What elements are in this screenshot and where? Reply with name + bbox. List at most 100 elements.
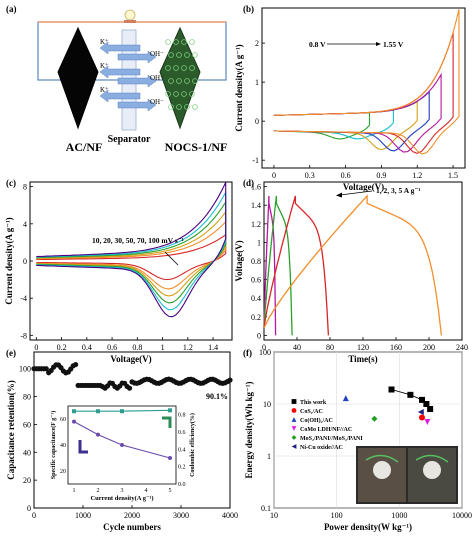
- x-tick-label: 3000: [173, 511, 189, 520]
- x-tick-label: 0.6: [341, 171, 351, 180]
- y-tick-label: 0.6: [251, 276, 261, 285]
- nanostructure-dot: [173, 39, 179, 45]
- retention-point: [126, 385, 133, 391]
- x-tick-label: 1000: [391, 511, 407, 520]
- panel-f: (f) 10 100 1000 10000 0.1 1 10 100 Power density(…: [243, 348, 472, 532]
- legend-marker: [291, 444, 297, 449]
- nanostructure-dot: [189, 65, 195, 71]
- x-tick-label: 0.2: [57, 343, 67, 352]
- device-wire-left: [365, 454, 399, 463]
- comparison-point: [424, 419, 431, 426]
- x-tick-label: 1.2: [183, 343, 193, 352]
- inset-capacitance-point: [120, 443, 124, 447]
- y-tick-label: 1.4: [251, 201, 261, 210]
- inset-efficiency-point: [72, 409, 76, 414]
- window-end-label: 1.55 V: [383, 40, 404, 49]
- y-tick-label: 0.1: [261, 504, 271, 513]
- legend-label: Ni-Cu oxide//AC: [300, 445, 343, 451]
- panel-e: (e) 0 1000 2000 3000 4000 0 20 40 60 80 100 Cycle nu…: [6, 348, 238, 532]
- cation-arrow: [99, 65, 141, 79]
- cation-arrow: [99, 89, 141, 103]
- panel-letter: (b): [243, 4, 254, 14]
- nanostructure-dot: [165, 65, 171, 71]
- this-work-point: [407, 391, 414, 398]
- comparison-point: [342, 395, 349, 402]
- inset-efficiency-point: [120, 409, 124, 414]
- gcd-curve-3: [263, 194, 443, 336]
- cv-curve-5: [273, 32, 454, 154]
- y-tick-label: 80: [23, 393, 31, 402]
- device-disk-left: [373, 461, 391, 479]
- inset-y-tick-label: 60: [60, 417, 66, 423]
- x-tick-label: 0.9: [376, 171, 386, 180]
- legend-marker: [291, 399, 297, 404]
- y-axis-label: Capacitance retention(%): [6, 380, 16, 480]
- x-tick-label: 10: [270, 511, 278, 520]
- cation-arrow: [99, 41, 141, 55]
- device-disk-right: [423, 461, 441, 479]
- x-axis-label: Cycle numbers: [103, 522, 161, 532]
- retention-point: [43, 366, 49, 372]
- panel-letter: (e): [6, 348, 16, 358]
- ac-electrode: [57, 26, 99, 130]
- y-tick-label: 0: [27, 504, 31, 513]
- x-tick-label: 0.6: [107, 343, 117, 352]
- legend-marker: [291, 426, 297, 431]
- y-tick-label: 1.2: [251, 220, 261, 229]
- y-tick-label: 100: [259, 348, 271, 357]
- inset-right-tick-label: 0.4: [178, 447, 186, 453]
- legend-marker: [291, 408, 297, 413]
- panel-b: (b) 0 0.3 0.6 0.9 1.2 1.5 -1 0 1 2 Voltage(V) Curren…: [234, 4, 466, 192]
- window-start-label: 0.8 V: [309, 40, 326, 49]
- y-tick-label: 1.6: [251, 183, 261, 192]
- legend-label: CoS₂/AC: [300, 409, 323, 415]
- x-tick-label: 200: [423, 343, 435, 352]
- y-tick-label: 0: [257, 331, 261, 340]
- y-tick-label: 1: [257, 238, 261, 247]
- x-tick-label: 0: [32, 511, 36, 520]
- cation-label: K⁺: [100, 62, 109, 70]
- nanostructure-dot: [181, 65, 187, 71]
- y-tick-label: -1: [252, 156, 259, 165]
- nanostructure-dot: [168, 104, 174, 110]
- x-tick-label: 1.4: [208, 343, 218, 352]
- x-tick-label: 0.8: [132, 343, 142, 352]
- inset-right-tick-label: 0.8: [178, 413, 186, 419]
- inset-x-tick-label: 4: [145, 488, 148, 494]
- nanostructure-dot: [168, 78, 174, 84]
- legend-label: CoMo LDH/NF//AC: [300, 427, 352, 433]
- anion-label: OH⁻: [150, 98, 164, 106]
- x-tick-label: 1.2: [412, 171, 422, 180]
- cv-curve-3: [273, 90, 430, 152]
- nanostructure-dot: [168, 52, 174, 58]
- nanostructure-dot: [176, 52, 182, 58]
- inset-capacitance-point: [72, 419, 76, 424]
- gcd-curve-2: [263, 195, 330, 336]
- y-axis-label: Current density(A g⁻¹): [4, 217, 14, 304]
- y-tick-label: 0.4: [251, 294, 261, 303]
- inset-capacitance-point: [168, 456, 172, 460]
- x-tick-label: 0.4: [82, 343, 92, 352]
- comparison-point: [419, 414, 426, 421]
- nanostructure-dot: [189, 91, 195, 97]
- y-tick-label: 2: [255, 39, 259, 48]
- nanostructure-dot: [165, 91, 171, 97]
- y-tick-label: 4: [23, 220, 27, 229]
- cv-curve-0: [273, 112, 371, 140]
- legend-label: This work: [300, 400, 327, 406]
- gcd-curve-0: [263, 195, 277, 336]
- inset-x-label: Current density(A g⁻¹): [90, 495, 153, 502]
- comparison-point: [371, 415, 378, 422]
- x-tick-label: 0.3: [305, 171, 315, 180]
- this-work-point: [423, 401, 430, 407]
- nanostructure-dot: [181, 91, 187, 97]
- x-tick-label: 10000: [452, 511, 472, 520]
- legend-label: Co(OH)₂/AC: [300, 417, 333, 424]
- anion-label: OH⁻: [150, 50, 164, 58]
- y-tick-label: 0: [255, 117, 259, 126]
- comparison-point: [417, 409, 424, 416]
- plot-frame: [261, 7, 466, 169]
- inset-capacitance-point: [96, 432, 100, 437]
- x-tick-label: 4000: [222, 511, 238, 520]
